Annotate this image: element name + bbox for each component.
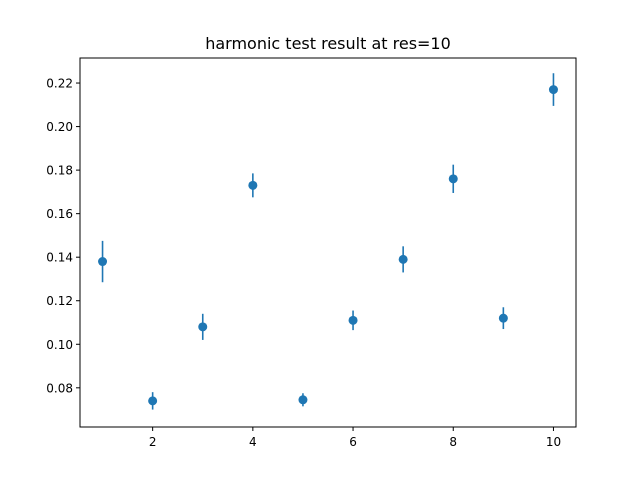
data-point (448, 174, 458, 184)
y-tick-label: 0.10 (46, 338, 73, 352)
plot-frame (79, 57, 577, 428)
y-tick-label: 0.16 (46, 207, 73, 221)
y-tick-label: 0.08 (46, 381, 73, 395)
data-point (148, 396, 158, 406)
x-tick-label: 2 (149, 435, 157, 449)
data-point (548, 85, 558, 95)
data-point (498, 313, 508, 323)
data-point (248, 180, 258, 190)
x-tick-label: 6 (349, 435, 357, 449)
x-tick-label: 10 (546, 435, 561, 449)
data-point (298, 395, 308, 405)
data-point (348, 315, 358, 325)
y-tick-label: 0.14 (46, 251, 73, 265)
chart-title: harmonic test result at res=10 (205, 34, 451, 53)
data-point (98, 257, 108, 267)
x-tick-label: 8 (449, 435, 457, 449)
data-point (398, 254, 408, 264)
x-tick-label: 4 (249, 435, 257, 449)
y-tick-label: 0.22 (46, 77, 73, 91)
y-tick-label: 0.18 (46, 164, 73, 178)
plot-area: 2 4 6 8 10 0.08 0.10 0.12 0.14 0.16 0.18 0.20 0.22 (46, 73, 561, 449)
data-point (198, 322, 208, 332)
y-tick-label: 0.20 (46, 120, 73, 134)
y-tick-label: 0.12 (46, 294, 73, 308)
